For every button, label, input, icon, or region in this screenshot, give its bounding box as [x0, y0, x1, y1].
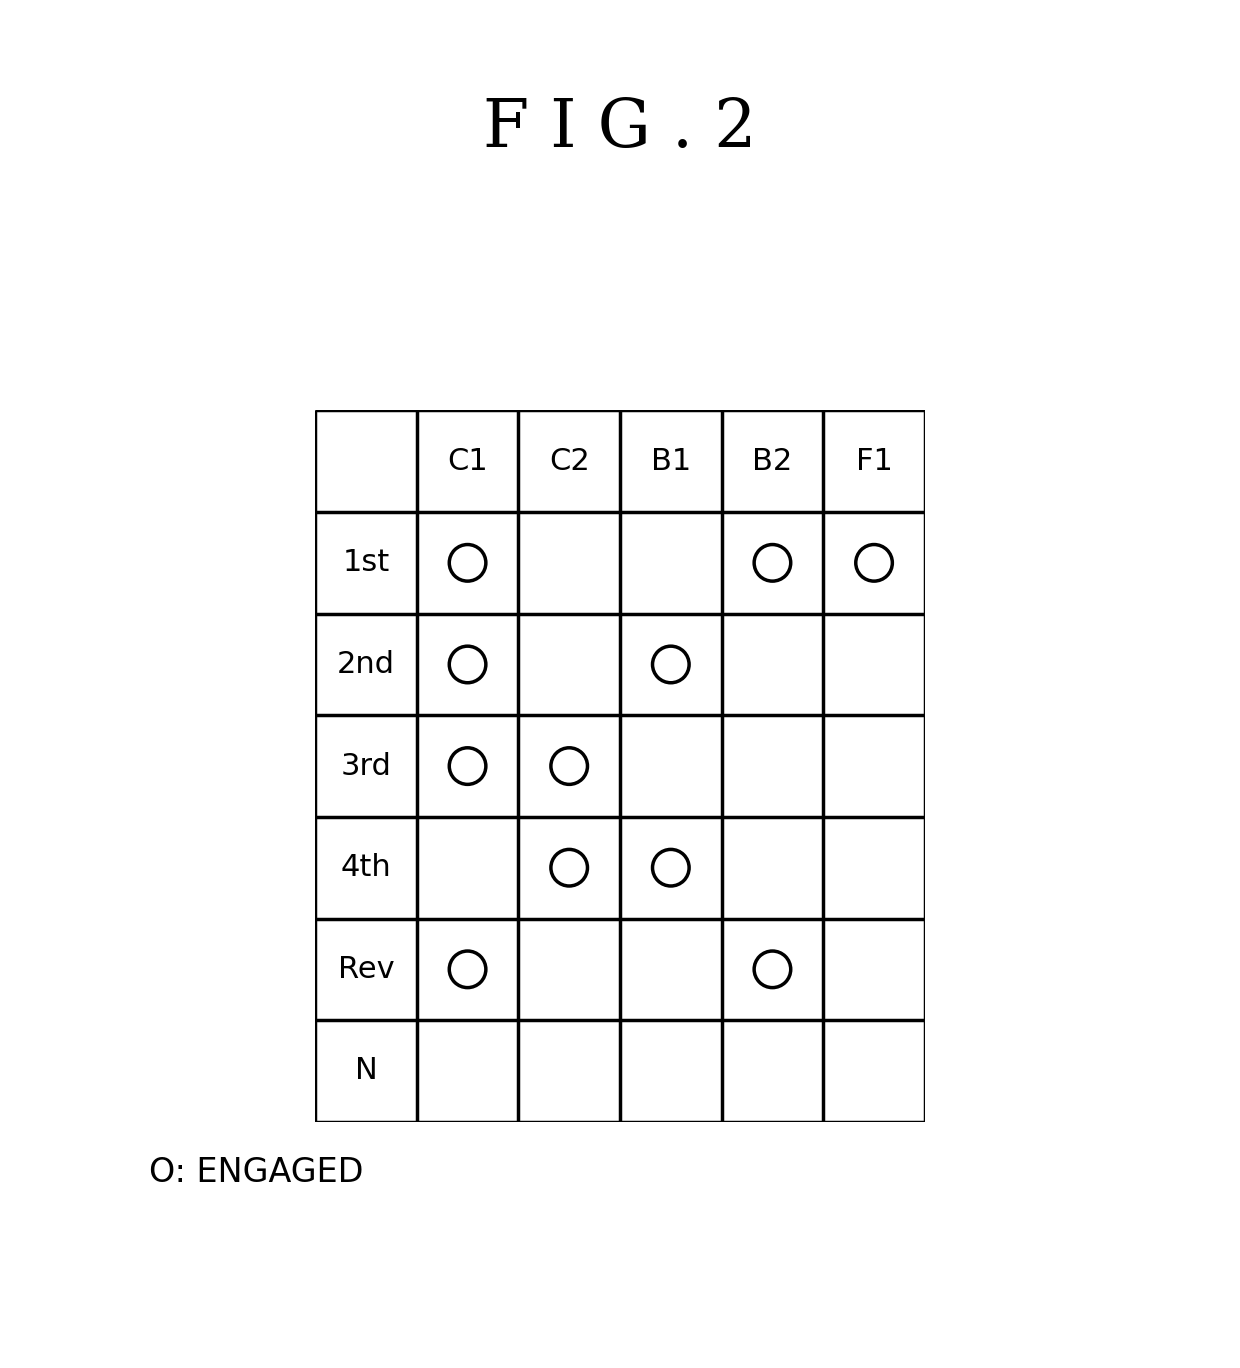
Text: C1: C1 — [448, 447, 489, 476]
Text: 3rd: 3rd — [341, 751, 392, 781]
Text: F1: F1 — [856, 447, 893, 476]
Text: 1st: 1st — [342, 549, 389, 577]
Text: 4th: 4th — [341, 854, 392, 882]
Text: B1: B1 — [651, 447, 691, 476]
Text: O: ENGAGED: O: ENGAGED — [149, 1156, 363, 1189]
Text: Rev: Rev — [337, 955, 394, 984]
Text: N: N — [355, 1056, 377, 1085]
Text: B2: B2 — [753, 447, 792, 476]
Text: 2nd: 2nd — [337, 650, 396, 679]
Text: C2: C2 — [549, 447, 589, 476]
Text: F I G . 2: F I G . 2 — [484, 96, 756, 161]
